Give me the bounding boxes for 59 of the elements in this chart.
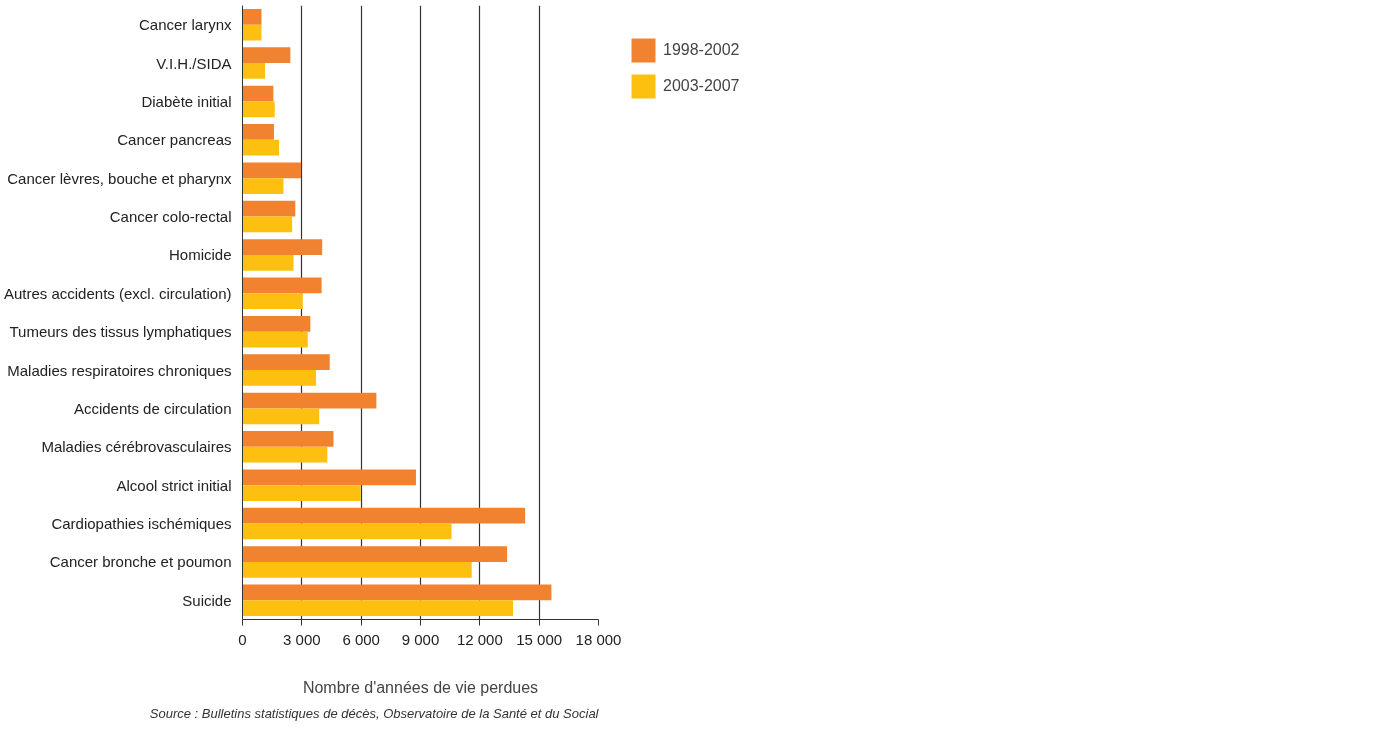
x-axis-title: Nombre d'années de vie perdues [302, 678, 539, 696]
y-tick-label: Maladies cérébrovasculaires [41, 438, 232, 456]
bar [242, 600, 514, 617]
y-tick-label: Autres accidents (excl. circulation) [3, 284, 232, 302]
legend-label: 2003-2007 [663, 77, 740, 95]
y-tick-label: Alcool strict initial [116, 476, 232, 494]
bar [242, 293, 303, 310]
bar [242, 331, 308, 348]
bar [242, 162, 302, 179]
x-tick-label: 12 000 [456, 630, 503, 648]
y-tick-label: Suicide [182, 591, 232, 609]
bar [242, 392, 377, 409]
bar [242, 523, 452, 540]
bar [242, 124, 274, 140]
x-tick-label: 3 000 [283, 630, 321, 648]
y-tick-label: Tumeurs des tissus lymphatiques [9, 323, 232, 341]
bar [242, 254, 294, 271]
bar [242, 200, 296, 217]
y-tick-label: Accidents de circulation [73, 399, 232, 417]
y-tick-label: Homicide [168, 246, 232, 264]
y-tick-label: Cancer bronche et poumon [49, 553, 232, 571]
y-tick-label: V.I.H./SIDA [156, 54, 232, 72]
bar [242, 178, 284, 194]
bar [242, 63, 266, 79]
bar [242, 584, 552, 601]
bar [242, 370, 317, 386]
bar [242, 216, 293, 233]
bar [242, 469, 416, 486]
x-tick-label: 0 [238, 630, 247, 648]
bar [242, 408, 320, 425]
bar [242, 431, 334, 447]
bar [242, 507, 526, 524]
y-tick-label: Cardiopathies ischémiques [51, 515, 232, 533]
bar [242, 239, 323, 255]
x-tick-label: 18 000 [575, 630, 622, 648]
bar [242, 354, 330, 371]
bar [242, 24, 262, 41]
bar [242, 47, 291, 64]
bar [242, 277, 322, 294]
x-tick-label: 6 000 [342, 630, 380, 648]
bar [242, 485, 361, 501]
x-tick-label: 15 000 [516, 630, 563, 648]
x-tick-label: 9 000 [401, 630, 440, 648]
y-tick-label: Cancer pancreas [117, 131, 232, 149]
y-tick-label: Diabète initial [141, 92, 232, 110]
y-tick-label: Maladies respiratoires chroniques [7, 361, 232, 379]
y-tick-label: Cancer larynx [138, 16, 232, 34]
y-tick-label: Cancer colo-rectal [109, 208, 232, 226]
y-tick-label: Cancer lèvres, bouche et pharynx [7, 169, 232, 187]
bar [242, 446, 328, 463]
bar [242, 8, 262, 25]
source-note: Source : Bulletins statistiques de décès, Observatoire de la Santé et du Social [149, 705, 600, 721]
bar [242, 561, 472, 578]
bar [242, 315, 311, 332]
bar [242, 85, 274, 102]
bar [242, 139, 280, 156]
legend-label: 1998-2002 [663, 41, 740, 59]
bar [242, 101, 275, 118]
bar [242, 546, 508, 562]
